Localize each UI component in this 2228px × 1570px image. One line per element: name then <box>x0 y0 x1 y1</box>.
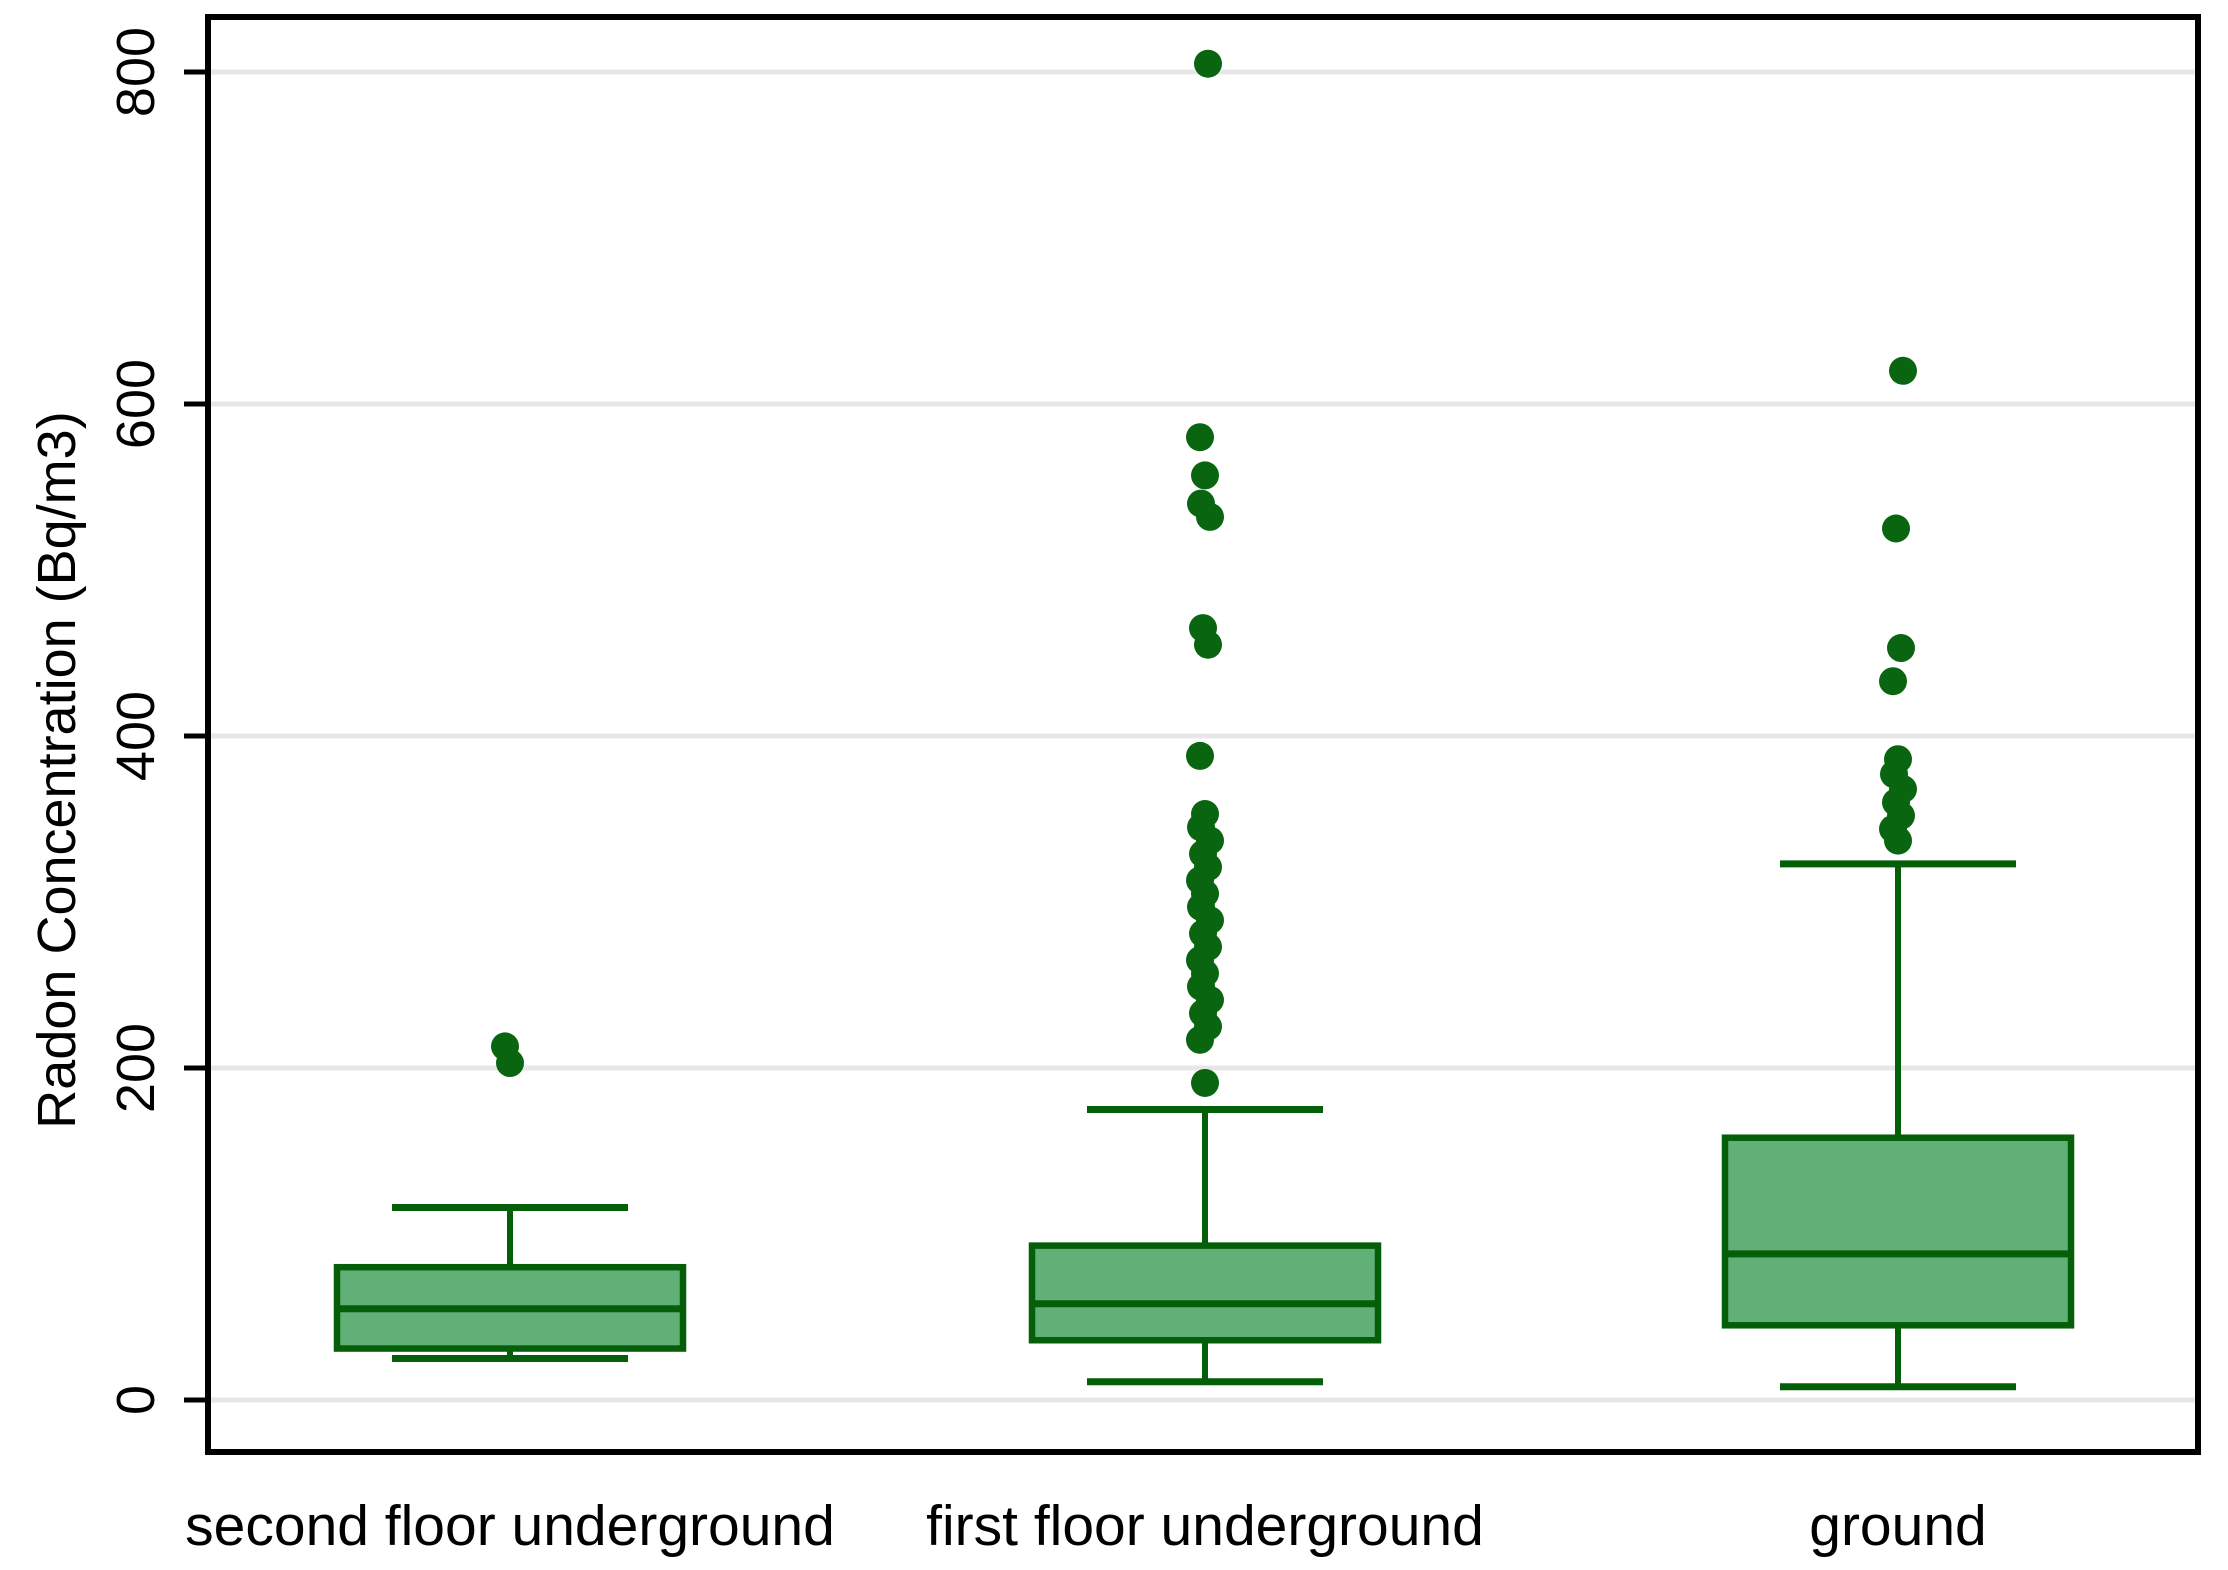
outlier-dot <box>1186 423 1214 452</box>
iqr-box <box>1721 1134 2075 1329</box>
outlier-dot <box>1186 741 1214 770</box>
category-label: first floor underground <box>926 1494 1484 1558</box>
outlier-dot <box>491 1032 519 1061</box>
y-axis-title: Radon Concentration (Bq/m3) <box>27 411 87 1128</box>
y-tick-label: 200 <box>106 1023 166 1113</box>
outlier-dot <box>1191 461 1219 490</box>
y-tick-label: 600 <box>106 359 166 449</box>
category-label: second floor underground <box>185 1494 835 1558</box>
outlier-dot <box>1189 614 1217 643</box>
outlier-dot <box>1889 356 1917 385</box>
iqr-box <box>1028 1242 1382 1344</box>
y-tick-label: 400 <box>106 691 166 781</box>
category-label: ground <box>1809 1494 1987 1558</box>
outlier-dot <box>1884 745 1912 774</box>
outlier-dot <box>1887 634 1915 663</box>
plot-frame <box>205 14 2201 1455</box>
outlier-dot <box>1191 800 1219 829</box>
outlier-dot <box>1882 514 1910 543</box>
outlier-dot <box>1191 1068 1219 1097</box>
y-tick-label: 800 <box>106 27 166 117</box>
y-tick-label: 0 <box>106 1385 166 1415</box>
outlier-dot <box>1879 667 1907 696</box>
outlier-dot <box>1194 49 1222 78</box>
outlier-dot <box>1187 489 1215 518</box>
